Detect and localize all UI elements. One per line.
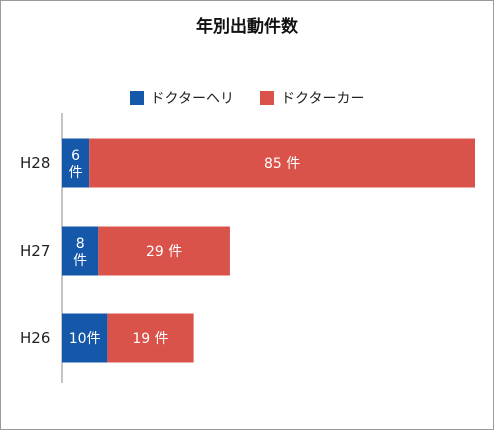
- legend-swatch-heli: [129, 91, 144, 105]
- category-label-h27: H27: [20, 242, 50, 260]
- data-label-car-h26: 19 件: [132, 331, 168, 347]
- data-label-car-h27: 29 件: [146, 244, 182, 260]
- bar-heli-h28: [62, 138, 90, 188]
- category-label-h28: H28: [20, 154, 50, 172]
- legend-label-car: ドクターカー: [281, 91, 365, 107]
- chart-legend: ドクターヘリ ドクターカー: [0, 88, 494, 108]
- data-label-car-h28: 85 件: [264, 156, 300, 172]
- bar-car-h28: [89, 138, 475, 188]
- data-label-heli-h26: 10件: [69, 331, 101, 347]
- category-label-h26: H26: [20, 329, 50, 347]
- bar-heli-h26: [62, 313, 108, 363]
- legend-item-car: ドクターカー: [260, 88, 364, 108]
- legend-swatch-car: [260, 91, 274, 105]
- bar-car-h26: [107, 313, 194, 363]
- chart-title: 年別出動件数: [196, 17, 298, 37]
- legend-item-heli: ドクターヘリ: [129, 88, 234, 108]
- legend-label-heli: ドクターヘリ: [150, 91, 234, 107]
- bar-heli-h27: [62, 226, 99, 276]
- bar-car-h27: [98, 226, 230, 276]
- bars-group: H28 6 件 85 件 H27 8 件 29 件 H26 10件 19 件: [20, 138, 475, 363]
